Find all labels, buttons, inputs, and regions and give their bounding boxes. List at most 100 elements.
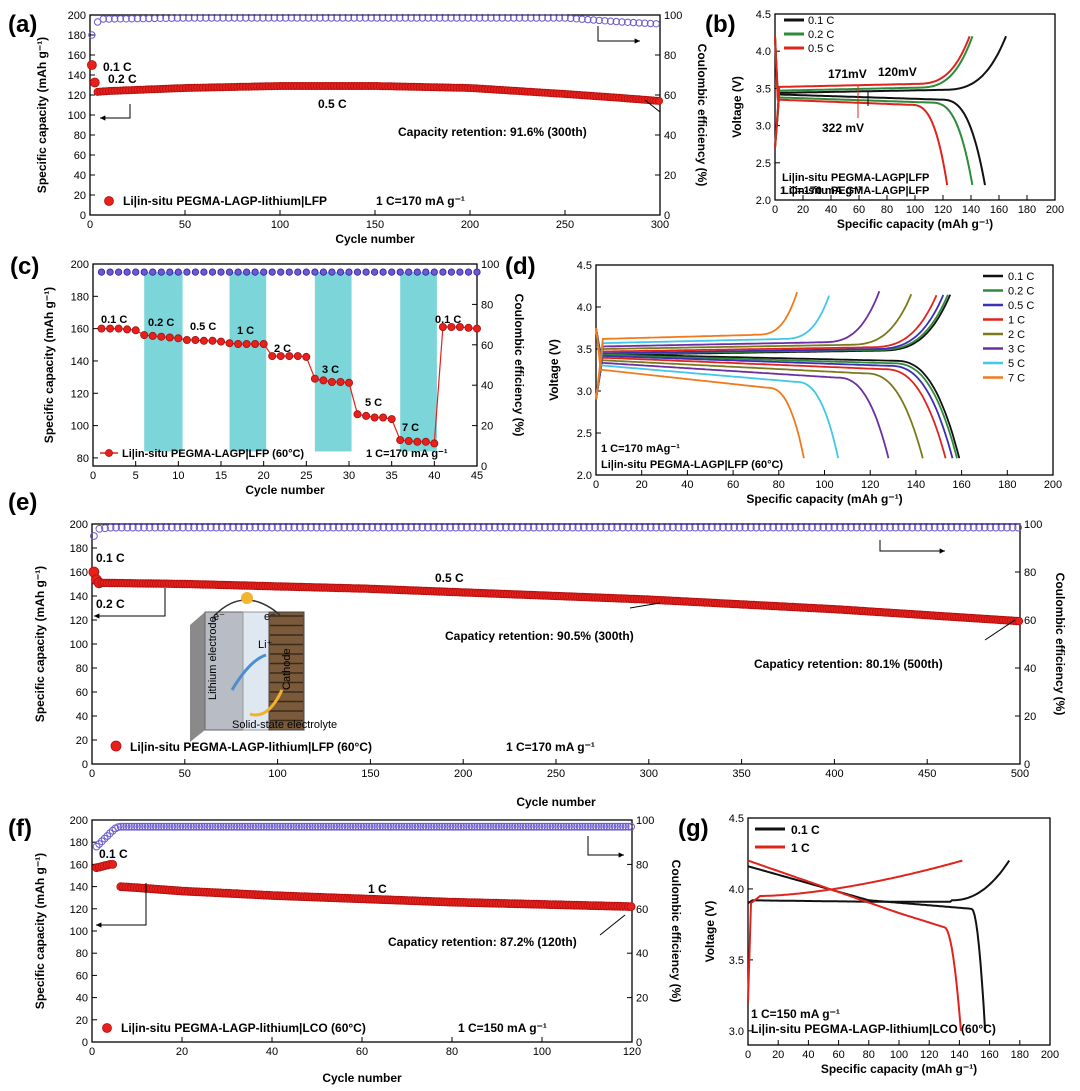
efficiency-point — [341, 822, 349, 831]
efficiency-point — [257, 523, 265, 532]
y-tick-label: 60 — [76, 687, 88, 699]
rate-band — [229, 272, 267, 452]
rate-note: 1 C=170 mA g⁻¹ — [376, 194, 465, 208]
capacity-point — [123, 325, 132, 334]
efficiency-point — [219, 822, 228, 831]
x-tick-label: 180 — [998, 479, 1016, 491]
x-tick-label: 120 — [623, 1046, 641, 1058]
x-tick-label: 160 — [990, 204, 1008, 216]
efficiency-point — [240, 523, 249, 532]
y-tick-label: 60 — [76, 970, 88, 982]
efficiency-point — [485, 523, 494, 532]
efficiency-point — [557, 822, 565, 831]
efficiency-point — [190, 523, 199, 532]
efficiency-point — [441, 14, 449, 22]
y-tick-label: 4.0 — [577, 302, 592, 314]
x-tick-label: 200 — [1041, 1049, 1059, 1061]
efficiency-point — [524, 523, 533, 532]
cell-note: Li|in-situ PEGMA-LAGP|LFP — [782, 185, 929, 197]
discharge-curve-0.1 C — [595, 327, 961, 459]
efficiency-point — [214, 822, 222, 831]
efficiency-point — [195, 822, 204, 831]
y2-tick-label: 40 — [481, 380, 493, 392]
efficiency-point — [304, 14, 313, 22]
efficiency-point — [93, 18, 102, 26]
legend-marker — [102, 1023, 112, 1033]
efficiency-point — [329, 523, 338, 532]
efficiency-point — [195, 523, 204, 532]
efficiency-point — [270, 14, 278, 22]
efficiency-point — [314, 822, 322, 831]
efficiency-point — [516, 822, 525, 831]
x-tick-label: 200 — [1046, 204, 1064, 216]
efficiency-point — [791, 523, 800, 532]
legend-marker — [104, 196, 114, 206]
label-0.1C: 0.1 C — [99, 847, 128, 861]
efficiency-point — [413, 822, 422, 831]
efficiency-point — [112, 523, 120, 532]
efficiency-point — [481, 822, 490, 831]
y-tick-label: 3.0 — [577, 386, 592, 398]
efficiency-point — [657, 523, 666, 532]
efficiency-point — [173, 523, 182, 532]
efficiency-point — [747, 523, 755, 532]
efficiency-point — [458, 14, 467, 22]
label-0.2C: 0.2 C — [96, 597, 125, 611]
efficiency-point — [606, 17, 615, 25]
y-tick-label: 40 — [76, 993, 88, 1005]
y-tick-label: 180 — [70, 837, 88, 849]
efficiency-point — [396, 268, 404, 276]
y2-tick-label: 100 — [664, 10, 682, 22]
efficiency-point — [200, 268, 208, 276]
efficiency-point — [268, 523, 276, 532]
label-120mV: 120mV — [878, 65, 917, 79]
y2-tick-label: 20 — [1024, 711, 1036, 723]
x-tick-label: 100 — [268, 768, 286, 780]
efficiency-point — [335, 822, 344, 831]
efficiency-point — [544, 14, 552, 22]
efficiency-point — [150, 14, 159, 23]
efficiency-point — [168, 822, 177, 831]
efficiency-point — [122, 15, 130, 23]
efficiency-point — [357, 523, 366, 532]
capacity-point — [251, 339, 260, 348]
efficiency-point — [279, 523, 288, 532]
efficiency-point — [346, 822, 355, 831]
efficiency-point — [819, 523, 828, 532]
capacity-point — [140, 331, 149, 340]
x-tick-label: 200 — [461, 219, 479, 231]
y-tick-label: 120 — [71, 388, 89, 400]
efficiency-point — [674, 523, 683, 532]
y-tick-label: 4.5 — [729, 813, 744, 825]
x-tick-label: 60 — [727, 479, 739, 491]
efficiency-point — [176, 822, 185, 831]
efficiency-point — [438, 822, 447, 831]
efficiency-point — [166, 268, 174, 276]
capacity-point — [421, 437, 430, 446]
efficiency-point — [454, 822, 463, 831]
efficiency-point — [449, 822, 457, 831]
x-tick-label: 20 — [797, 204, 809, 216]
efficiency-point — [487, 14, 495, 22]
capacity-point — [327, 377, 336, 386]
x-tick-label: 0 — [745, 1049, 751, 1061]
panel-label: (b) — [705, 11, 736, 38]
panel-b: 0 20 40 60 80 100 120 140 160 180 200 2.0 2.5 3.0 3.5 4… — [705, 9, 1064, 231]
efficiency-point — [611, 822, 619, 831]
efficiency-point — [572, 15, 581, 23]
electron-label: e⁻ — [213, 611, 225, 623]
efficiency-point — [538, 14, 546, 22]
efficiency-point — [187, 822, 195, 831]
efficiency-point — [333, 14, 341, 22]
x-tick-label: 0 — [90, 470, 96, 482]
efficiency-point — [524, 822, 533, 831]
charge-curve-7 C — [595, 291, 798, 400]
efficiency-point — [494, 822, 503, 831]
x-tick-label: 450 — [918, 768, 936, 780]
y-tick-label: 140 — [70, 882, 88, 894]
efficiency-point — [353, 268, 362, 276]
efficiency-point — [174, 268, 182, 276]
y2-tick-label: 20 — [664, 170, 676, 182]
efficiency-point — [349, 822, 357, 831]
